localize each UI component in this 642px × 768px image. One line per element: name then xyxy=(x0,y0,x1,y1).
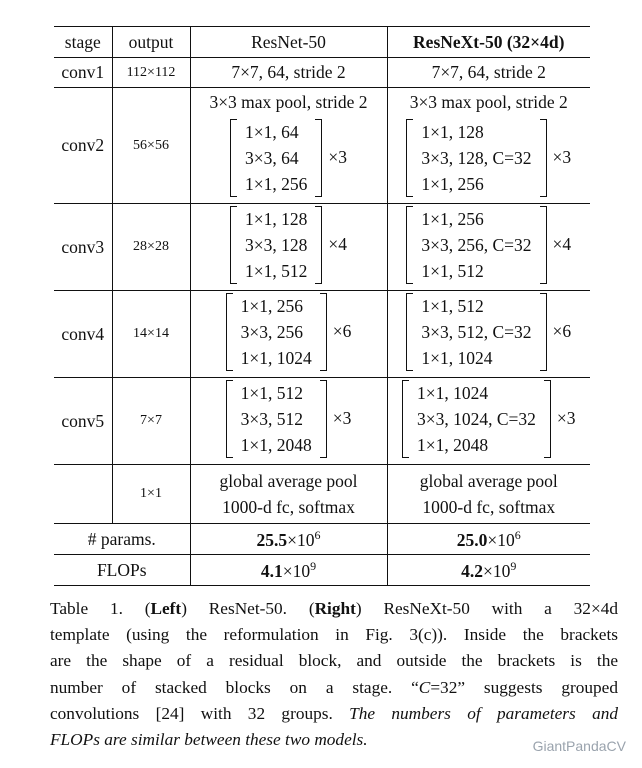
stage-conv1: conv1 xyxy=(54,57,113,88)
stage-final-empty xyxy=(54,464,113,524)
resnext-final-line: global average pool xyxy=(419,471,558,491)
resnet-conv2-line: 1×1, 64 xyxy=(245,121,299,142)
resnext-conv5-mult: ×3 xyxy=(556,408,576,428)
resnext-conv3-line: 1×1, 512 xyxy=(421,260,484,281)
header-resnext50: ResNeXt-50 (32×4d) xyxy=(387,26,590,58)
resnet-conv4-line: 1×1, 1024 xyxy=(240,347,312,368)
resnet-flops-value: 4.1 xyxy=(260,560,283,581)
output-conv1: 112×112 xyxy=(112,57,191,88)
caption-line-3: are the shape of a residual block, and o… xyxy=(50,651,618,671)
resnext-conv2-line: 1×1, 128 xyxy=(421,121,484,142)
resnet-conv2-mult: ×3 xyxy=(328,147,347,167)
caption-line-6: FLOPs are similar between these two mode… xyxy=(50,730,368,750)
resnet-conv5-block: 1×1, 512 3×3, 512 1×1, 2048 ×3 xyxy=(190,377,388,465)
resnext-conv4-mult: ×6 xyxy=(552,321,572,341)
output-conv2: 56×56 xyxy=(112,87,191,204)
header-output: output xyxy=(112,26,191,58)
header-stage: stage xyxy=(54,26,113,58)
resnet-params: 25.5×106 xyxy=(190,523,388,555)
table-caption: Table 1. (Left) ResNet-50. (Right) ResNe… xyxy=(50,596,618,753)
resnet-conv5-line: 1×1, 2048 xyxy=(240,434,312,455)
resnet-conv3-mult: ×4 xyxy=(328,234,347,254)
resnet-conv4-line: 3×3, 256 xyxy=(240,321,303,342)
resnext-conv2-line: 3×3, 128, C=32 xyxy=(421,147,532,168)
resnet-maxpool: 3×3 max pool, stride 2 xyxy=(190,87,388,117)
resnext-conv3-block: 1×1, 256 3×3, 256, C=32 1×1, 512 ×4 xyxy=(387,203,590,291)
resnext-conv5-block: 1×1, 1024 3×3, 1024, C=32 1×1, 2048 ×3 xyxy=(387,377,590,465)
caption-line-4: number of stacked blocks on a stage. “C=… xyxy=(50,677,618,697)
resnext-conv4-line: 1×1, 512 xyxy=(421,295,484,316)
resnet-conv5-line: 1×1, 512 xyxy=(240,382,303,403)
resnext-conv3-line: 1×1, 256 xyxy=(421,208,484,229)
stage-conv3: conv3 xyxy=(54,203,113,291)
resnext-conv2-mult: ×3 xyxy=(552,147,572,167)
resnet-final: global average pool 1000-d fc, softmax xyxy=(190,464,388,524)
resnext-conv5-line: 1×1, 2048 xyxy=(416,434,489,455)
output-conv4: 14×14 xyxy=(112,290,191,378)
watermark: GiantPandaCV xyxy=(532,738,626,754)
resnet-conv4-block: 1×1, 256 3×3, 256 1×1, 1024 ×6 xyxy=(190,290,388,378)
resnet-params-value: 25.5 xyxy=(256,529,288,550)
resnet-conv4-mult: ×6 xyxy=(332,321,352,341)
flops-label: FLOPs xyxy=(54,554,191,586)
resnext-conv4-block: 1×1, 512 3×3, 512, C=32 1×1, 1024 ×6 xyxy=(387,290,590,378)
resnext-params-exp: 6 xyxy=(514,527,521,542)
resnext-flops: 4.2×109 xyxy=(387,554,590,586)
caption-line-5: convolutions [24] with 32 groups. The nu… xyxy=(50,703,618,723)
resnext-params-mult: ×10 xyxy=(487,529,515,550)
resnet-conv2-line: 3×3, 64 xyxy=(245,147,299,168)
output-final: 1×1 xyxy=(112,464,191,524)
resnext-conv3-line: 3×3, 256, C=32 xyxy=(421,234,532,255)
stage-conv2: conv2 xyxy=(54,87,113,204)
resnet-final-line: 1000-d fc, softmax xyxy=(222,497,355,517)
output-conv3: 28×28 xyxy=(112,203,191,291)
output-conv5: 7×7 xyxy=(112,377,191,465)
resnet-conv3-line: 3×3, 128 xyxy=(245,234,308,255)
caption-line-2: template (using the reformulation in Fig… xyxy=(50,625,618,645)
resnet-params-mult: ×10 xyxy=(287,529,315,550)
resnext-conv4-line: 3×3, 512, C=32 xyxy=(421,321,532,342)
resnext-final-line: 1000-d fc, softmax xyxy=(422,497,556,517)
resnext-flops-mult: ×10 xyxy=(483,560,511,581)
stage-conv4: conv4 xyxy=(54,290,113,378)
resnet-conv1: 7×7, 64, stride 2 xyxy=(190,57,388,88)
resnet-conv3-line: 1×1, 512 xyxy=(245,260,308,281)
resnext-flops-exp: 9 xyxy=(510,558,517,573)
resnet-flops: 4.1×109 xyxy=(190,554,388,586)
resnet-params-exp: 6 xyxy=(314,527,321,542)
resnext-conv1: 7×7, 64, stride 2 xyxy=(387,57,590,88)
caption-line-1: Table 1. (Left) ResNet-50. (Right) ResNe… xyxy=(50,599,618,618)
resnext-conv3-mult: ×4 xyxy=(552,234,572,254)
params-label: # params. xyxy=(54,523,191,555)
resnext-conv5-line: 3×3, 1024, C=32 xyxy=(416,408,536,429)
resnet-conv3-line: 1×1, 128 xyxy=(245,208,308,229)
resnet-conv2-block: 1×1, 64 3×3, 64 1×1, 256 ×3 xyxy=(190,117,388,204)
stage-conv5: conv5 xyxy=(54,377,113,465)
resnext-params-value: 25.0 xyxy=(456,529,488,550)
architecture-table: stage output ResNet-50 ResNeXt-50 (32×4d… xyxy=(54,26,590,586)
resnet-conv2-line: 1×1, 256 xyxy=(245,173,308,194)
resnext-conv2-block: 1×1, 128 3×3, 128, C=32 1×1, 256 ×3 xyxy=(387,117,590,204)
resnext-conv5-line: 1×1, 1024 xyxy=(416,382,489,403)
resnet-resnext-table: stage output ResNet-50 ResNeXt-50 (32×4d… xyxy=(54,26,590,586)
resnext-maxpool: 3×3 max pool, stride 2 xyxy=(409,92,568,112)
resnext-params: 25.0×106 xyxy=(387,523,590,555)
resnext-final: global average pool 1000-d fc, softmax xyxy=(387,464,590,524)
resnet-conv4-line: 1×1, 256 xyxy=(240,295,303,316)
resnet-conv3-block: 1×1, 128 3×3, 128 1×1, 512 ×4 xyxy=(190,203,388,291)
resnext-conv4-line: 1×1, 1024 xyxy=(421,347,493,368)
header-resnet50: ResNet-50 xyxy=(190,26,388,58)
resnet-conv5-mult: ×3 xyxy=(332,408,352,428)
resnet-final-line: global average pool xyxy=(219,471,358,491)
resnet-conv5-line: 3×3, 512 xyxy=(240,408,303,429)
resnext-conv2-line: 1×1, 256 xyxy=(421,173,484,194)
resnet-flops-exp: 9 xyxy=(310,558,317,573)
resnet-flops-mult: ×10 xyxy=(282,560,311,581)
resnext-flops-value: 4.2 xyxy=(461,560,483,581)
